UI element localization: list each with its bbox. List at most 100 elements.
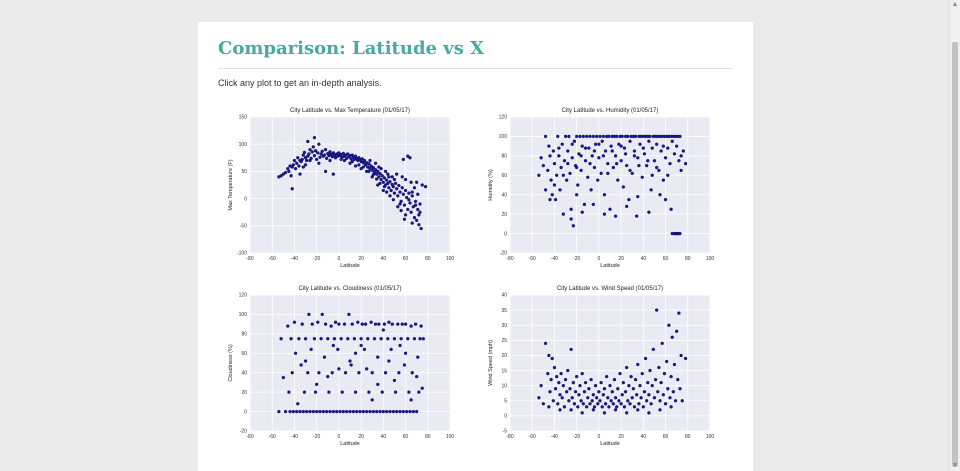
data-point bbox=[617, 142, 621, 146]
plot-wind-speed[interactable]: City Latitude vs. Wind Speed (01/05/17) -… bbox=[478, 280, 738, 455]
scroll-up-icon[interactable]: ▲ bbox=[951, 1, 959, 8]
data-point bbox=[563, 377, 568, 382]
data-point bbox=[283, 409, 288, 414]
data-point bbox=[371, 165, 375, 170]
data-point bbox=[613, 214, 618, 218]
plot-card-wind-speed[interactable]: City Latitude vs. Wind Speed (01/05/17) -… bbox=[478, 280, 738, 455]
data-point bbox=[388, 180, 392, 184]
data-point bbox=[607, 134, 611, 139]
plot-area bbox=[510, 117, 710, 253]
data-point bbox=[572, 402, 577, 406]
data-point bbox=[595, 396, 599, 400]
data-point bbox=[408, 201, 412, 205]
data-point bbox=[642, 152, 647, 156]
data-point bbox=[562, 159, 567, 163]
data-point bbox=[591, 393, 595, 397]
data-point bbox=[606, 396, 610, 400]
data-point bbox=[371, 173, 375, 177]
plot-cloudiness[interactable]: City Latitude vs. Cloudiness (01/05/17) -… bbox=[218, 280, 478, 455]
data-point bbox=[331, 343, 335, 348]
x-tick-label: -40 bbox=[551, 256, 558, 262]
data-point bbox=[382, 184, 387, 189]
data-point bbox=[591, 202, 595, 207]
data-point bbox=[385, 409, 389, 414]
data-point bbox=[619, 402, 623, 406]
data-point bbox=[323, 169, 328, 174]
data-point bbox=[310, 150, 314, 154]
y-tick-label: 60 bbox=[241, 351, 247, 357]
x-tick-label: 20 bbox=[358, 256, 364, 262]
data-point bbox=[386, 337, 390, 341]
data-point bbox=[341, 409, 345, 414]
plot-humidity[interactable]: City Latitude vs. Humidity (01/05/17) -80… bbox=[478, 102, 738, 277]
data-point bbox=[659, 380, 663, 385]
x-tick-label: 100 bbox=[446, 256, 455, 262]
y-axis-label: Wind Speed (mph) bbox=[488, 340, 494, 386]
data-point bbox=[368, 167, 372, 171]
data-point bbox=[562, 405, 567, 409]
data-point bbox=[601, 154, 605, 158]
scrollbar-thumb[interactable] bbox=[952, 42, 958, 467]
x-tick-label: 60 bbox=[663, 256, 669, 262]
data-point bbox=[550, 193, 554, 197]
x-axis-label: Latitude bbox=[600, 441, 620, 447]
data-point bbox=[626, 399, 630, 403]
data-point bbox=[555, 173, 559, 177]
data-point bbox=[588, 402, 592, 406]
data-point bbox=[569, 347, 573, 352]
data-point bbox=[370, 398, 374, 402]
data-point bbox=[398, 202, 402, 206]
data-point bbox=[666, 146, 670, 150]
y-tick-label: 20 bbox=[501, 353, 507, 359]
data-point bbox=[599, 380, 603, 385]
data-point bbox=[322, 355, 327, 359]
data-point bbox=[618, 371, 622, 376]
plot-card-humidity[interactable]: City Latitude vs. Humidity (01/05/17) -80… bbox=[478, 102, 738, 277]
data-point bbox=[652, 396, 657, 400]
data-point bbox=[577, 393, 581, 397]
data-point bbox=[409, 398, 413, 402]
y-tick-label: 150 bbox=[239, 115, 248, 121]
data-point bbox=[658, 408, 662, 412]
data-point bbox=[423, 184, 428, 189]
x-tick-label: 100 bbox=[706, 434, 715, 440]
plot-card-cloudiness[interactable]: City Latitude vs. Cloudiness (01/05/17) -… bbox=[218, 280, 478, 455]
plot-max-temperature[interactable]: City Latitude vs. Max Temperature (01/05… bbox=[218, 102, 478, 277]
data-point bbox=[279, 337, 283, 341]
data-point bbox=[672, 362, 677, 367]
data-point bbox=[629, 374, 633, 379]
data-point bbox=[398, 409, 402, 414]
data-point bbox=[650, 173, 654, 177]
data-point bbox=[291, 409, 295, 414]
data-point bbox=[555, 374, 559, 379]
y-tick-label: 80 bbox=[501, 154, 507, 160]
data-point bbox=[633, 134, 638, 139]
data-point bbox=[580, 371, 584, 376]
x-tick-label: 60 bbox=[403, 434, 409, 440]
data-point bbox=[606, 161, 610, 166]
y-tick-label: 20 bbox=[501, 212, 507, 218]
data-point bbox=[318, 155, 322, 159]
data-point bbox=[593, 142, 598, 146]
plot-card-max-temperature[interactable]: City Latitude vs. Max Temperature (01/05… bbox=[218, 102, 478, 277]
data-point bbox=[587, 146, 591, 150]
data-point bbox=[393, 390, 398, 394]
data-point bbox=[330, 371, 334, 375]
data-point bbox=[658, 399, 662, 403]
data-point bbox=[302, 390, 307, 394]
data-point bbox=[317, 161, 321, 165]
data-point bbox=[301, 165, 305, 169]
scrollbar[interactable]: ▲ ▼ bbox=[949, 0, 960, 471]
data-point bbox=[410, 190, 414, 194]
data-point bbox=[370, 371, 374, 375]
data-point bbox=[319, 337, 323, 341]
data-point bbox=[615, 161, 619, 166]
data-point bbox=[573, 390, 578, 394]
data-point bbox=[308, 147, 312, 152]
scroll-down-icon[interactable]: ▼ bbox=[951, 462, 959, 469]
data-point bbox=[287, 169, 291, 174]
data-point bbox=[301, 153, 305, 157]
plot-title: City Latitude vs. Cloudiness (01/05/17) bbox=[298, 286, 401, 292]
data-point bbox=[340, 390, 344, 394]
data-point bbox=[541, 402, 545, 406]
